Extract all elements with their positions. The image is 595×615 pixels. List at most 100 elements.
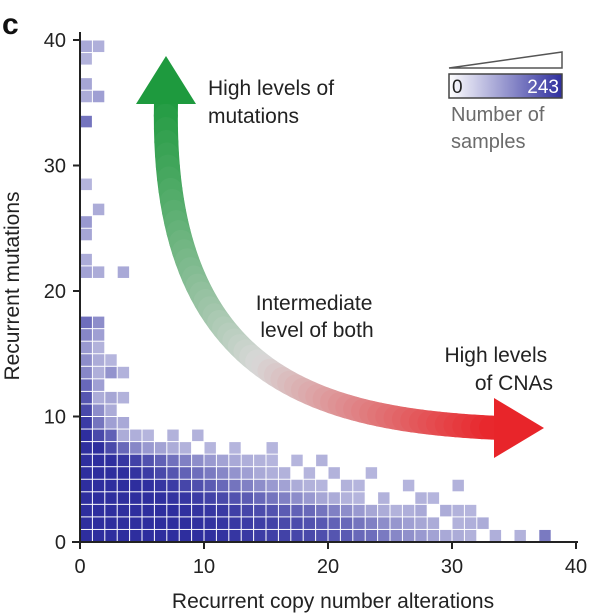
heatmap-cell [154, 492, 167, 504]
heatmap-cell [192, 454, 204, 467]
heatmap-cell [353, 479, 365, 492]
heatmap-cell [179, 467, 192, 479]
heatmap-cell [316, 529, 328, 542]
y-axis-label: Recurrent mutations [1, 191, 24, 380]
heatmap-cell [316, 492, 328, 504]
heatmap-cell [266, 442, 278, 454]
heatmap-cell [254, 492, 266, 504]
intermediate-line-2: level of both [260, 319, 373, 342]
heatmap-cell [266, 529, 278, 542]
trend-arrow [136, 56, 544, 458]
heatmap-cell [92, 517, 105, 529]
heatmap-cell [266, 454, 278, 467]
high-cnas-line-2: of CNAs [475, 372, 553, 395]
heatmap-cell [80, 53, 92, 65]
heatmap-cell [92, 504, 105, 517]
heatmap-cell [92, 417, 105, 429]
heatmap-cell [117, 454, 130, 467]
heatmap-cell [130, 429, 142, 442]
heatmap-cell [192, 492, 204, 504]
colorbar-min-label: 0 [452, 77, 463, 98]
heatmap-cell [365, 504, 378, 517]
heatmap-cell [80, 479, 92, 492]
heatmap-cell [378, 529, 390, 542]
heatmap-cell [378, 517, 390, 529]
heatmap-cell [117, 391, 130, 404]
heatmap-cell [415, 517, 427, 529]
heatmap-cell [204, 442, 216, 454]
heatmap-cell [154, 442, 167, 454]
heatmap-cell [80, 417, 92, 429]
y-tick-label: 40 [44, 30, 66, 52]
heatmap-cell [539, 529, 551, 542]
panel-label: c [2, 8, 19, 41]
heatmap-cell [80, 391, 92, 404]
heatmap-cell [452, 529, 464, 542]
y-tick-label: 0 [55, 532, 66, 554]
heatmap-cell [464, 517, 477, 529]
heatmap-cell [117, 492, 130, 504]
heatmap-cell [328, 517, 340, 529]
y-tick-label: 20 [44, 281, 66, 303]
y-tick-label: 10 [44, 407, 66, 429]
heatmap-cell [142, 504, 154, 517]
heatmap-cell [130, 467, 142, 479]
heatmap-cell [340, 479, 353, 492]
heatmap-cell [452, 479, 464, 492]
heatmap-cell [241, 529, 254, 542]
heatmap-cell [427, 517, 440, 529]
heatmap-cell [80, 379, 92, 391]
heatmap-cell [80, 40, 92, 53]
heatmap-cell [440, 529, 452, 542]
heatmap-cell [278, 479, 291, 492]
heatmap-cell [452, 504, 464, 517]
heatmap-cell [229, 442, 241, 454]
heatmap-cell [229, 479, 241, 492]
heatmap-cell [105, 529, 117, 542]
heatmap-cell [105, 354, 117, 366]
heatmap-cell [365, 517, 378, 529]
heatmap-cell [266, 504, 278, 517]
heatmap-cell [80, 492, 92, 504]
x-tick-label: 10 [193, 556, 215, 578]
y-tick-label: 30 [44, 156, 66, 178]
heatmap-cell [167, 429, 179, 442]
heatmap-cell [179, 454, 192, 467]
heatmap-cell [80, 266, 92, 278]
colorbar-wedge [448, 51, 563, 69]
heatmap-cell [117, 442, 130, 454]
heatmap-cell [340, 529, 353, 542]
heatmap-cell [291, 517, 303, 529]
heatmap-cell [328, 492, 340, 504]
heatmap-cell [204, 504, 216, 517]
heatmap-cell [167, 442, 179, 454]
heatmap-cell [316, 504, 328, 517]
high-cnas-line-1: High levels [444, 344, 547, 367]
heatmap-cell [353, 517, 365, 529]
heatmap-cell [80, 90, 92, 103]
heatmap-cell [303, 517, 316, 529]
heatmap-cell [117, 417, 130, 429]
heatmap-cell [365, 467, 378, 479]
heatmap-cell [365, 529, 378, 542]
colorbar-legend: 0 243 Number of samples [448, 51, 563, 153]
heatmap-cell [216, 479, 229, 492]
heatmap-cell [80, 442, 92, 454]
x-axis-label: Recurrent copy number alterations [172, 590, 494, 613]
heatmap-cell [80, 216, 92, 228]
heatmap-cell [402, 529, 415, 542]
heatmap-cell [204, 492, 216, 504]
heatmap-cell [340, 492, 353, 504]
heatmap-cell [303, 467, 316, 479]
heatmap-cell [204, 517, 216, 529]
heatmap-cell [105, 417, 117, 429]
high-mutations-line-1: High levels of [208, 77, 334, 100]
heatmap-cell [105, 517, 117, 529]
heatmap-cell [92, 391, 105, 404]
heatmap-cell [390, 517, 402, 529]
heatmap-cell [105, 504, 117, 517]
heatmap-cell [130, 504, 142, 517]
heatmap-cell [415, 492, 427, 504]
heatmap-cell [229, 492, 241, 504]
